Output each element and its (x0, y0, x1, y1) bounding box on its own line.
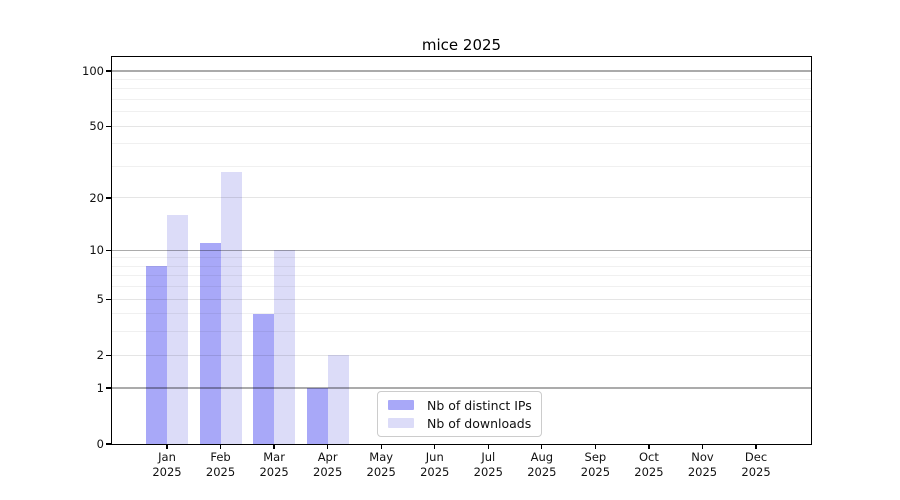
bar-nb-of-distinct-ips-mar-2025 (253, 313, 275, 444)
x-tick-mark-mar-2025 (273, 444, 275, 449)
x-tick-mark-jun-2025 (434, 444, 436, 449)
y-tick-label-5: 5 (96, 292, 104, 307)
chart-title: mice 2025 (421, 36, 502, 54)
x-tick-label-may-2025: May 2025 (366, 450, 396, 479)
gridline-y-9 (112, 257, 811, 259)
y-tick-label-50: 50 (89, 119, 104, 134)
x-tick-label-oct-2025: Oct 2025 (634, 450, 664, 479)
y-tick-mark-0 (106, 443, 112, 445)
x-tick-label-nov-2025: Nov 2025 (687, 450, 718, 479)
legend-label-distinct-ips: Nb of distinct IPs (427, 397, 532, 413)
y-tick-label-10: 10 (89, 243, 104, 258)
x-tick-mark-may-2025 (380, 444, 382, 449)
x-tick-label-mar-2025: Mar 2025 (259, 450, 289, 479)
gridline-y-8 (112, 265, 811, 267)
bar-nb-of-distinct-ips-jan-2025 (146, 266, 167, 444)
gridline-y-70 (112, 98, 811, 100)
x-tick-mark-feb-2025 (219, 444, 222, 449)
x-tick-mark-dec-2025 (755, 444, 757, 449)
legend-label-downloads: Nb of downloads (427, 415, 532, 431)
bar-nb-of-downloads-jan-2025 (167, 214, 188, 444)
gridline-y-2 (112, 354, 811, 356)
gridline-y-100 (112, 70, 811, 72)
legend-swatch-distinct-ips (388, 400, 414, 410)
y-tick-mark-10 (106, 249, 112, 251)
bar-nb-of-distinct-ips-feb-2025 (199, 243, 221, 444)
x-tick-mark-jan-2025 (166, 444, 168, 449)
x-tick-label-dec-2025: Dec 2025 (741, 450, 771, 479)
bar-nb-of-downloads-mar-2025 (274, 250, 296, 444)
x-tick-mark-sep-2025 (594, 444, 597, 449)
y-tick-mark-2 (106, 354, 112, 356)
gridline-y-5 (112, 298, 811, 300)
bar-nb-of-distinct-ips-apr-2025 (306, 387, 328, 444)
x-tick-mark-jul-2025 (487, 444, 489, 449)
gridline-y-1 (112, 387, 811, 389)
y-tick-label-1: 1 (96, 380, 104, 395)
gridline-y-7 (112, 275, 811, 277)
gridline-y-20 (112, 197, 811, 199)
gridline-y-90 (112, 78, 811, 80)
legend-item-downloads: Nb of downloads (387, 415, 532, 431)
gridline-y-30 (112, 165, 811, 167)
x-tick-label-apr-2025: Apr 2025 (313, 450, 343, 479)
plot-area: Nb of distinct IPs Nb of downloads (111, 56, 812, 445)
y-tick-mark-20 (106, 197, 112, 199)
bar-nb-of-downloads-feb-2025 (220, 171, 242, 444)
y-tick-label-100: 100 (82, 63, 104, 78)
x-tick-mark-aug-2025 (541, 444, 543, 449)
x-tick-label-jan-2025: Jan 2025 (152, 450, 182, 479)
gridline-y-3 (112, 331, 811, 333)
x-tick-label-jul-2025: Jul 2025 (473, 450, 503, 479)
y-tick-label-2: 2 (96, 348, 104, 363)
legend: Nb of distinct IPs Nb of downloads (377, 391, 542, 437)
y-tick-label-0: 0 (96, 437, 104, 451)
x-tick-mark-apr-2025 (327, 444, 329, 449)
gridline-y-60 (112, 111, 811, 113)
y-tick-mark-5 (106, 298, 112, 300)
x-tick-mark-nov-2025 (701, 444, 704, 449)
y-tick-mark-50 (106, 125, 112, 127)
gridline-y-40 (112, 143, 811, 145)
y-tick-mark-1 (106, 387, 112, 389)
gridline-y-50 (112, 125, 811, 127)
bar-nb-of-downloads-apr-2025 (327, 355, 349, 444)
y-tick-label-20: 20 (89, 190, 104, 205)
legend-item-distinct-ips: Nb of distinct IPs (387, 397, 532, 413)
gridline-y-4 (112, 313, 811, 315)
gridline-y-10 (112, 249, 811, 251)
gridline-y-6 (112, 286, 811, 288)
gridline-y-80 (112, 88, 811, 90)
x-tick-mark-oct-2025 (648, 444, 650, 449)
y-tick-mark-100 (106, 70, 112, 72)
legend-swatch-downloads (388, 418, 414, 428)
x-tick-label-feb-2025: Feb 2025 (205, 450, 236, 479)
x-tick-label-sep-2025: Sep 2025 (580, 450, 611, 479)
x-tick-label-aug-2025: Aug 2025 (527, 450, 557, 479)
x-tick-label-jun-2025: Jun 2025 (420, 450, 450, 479)
